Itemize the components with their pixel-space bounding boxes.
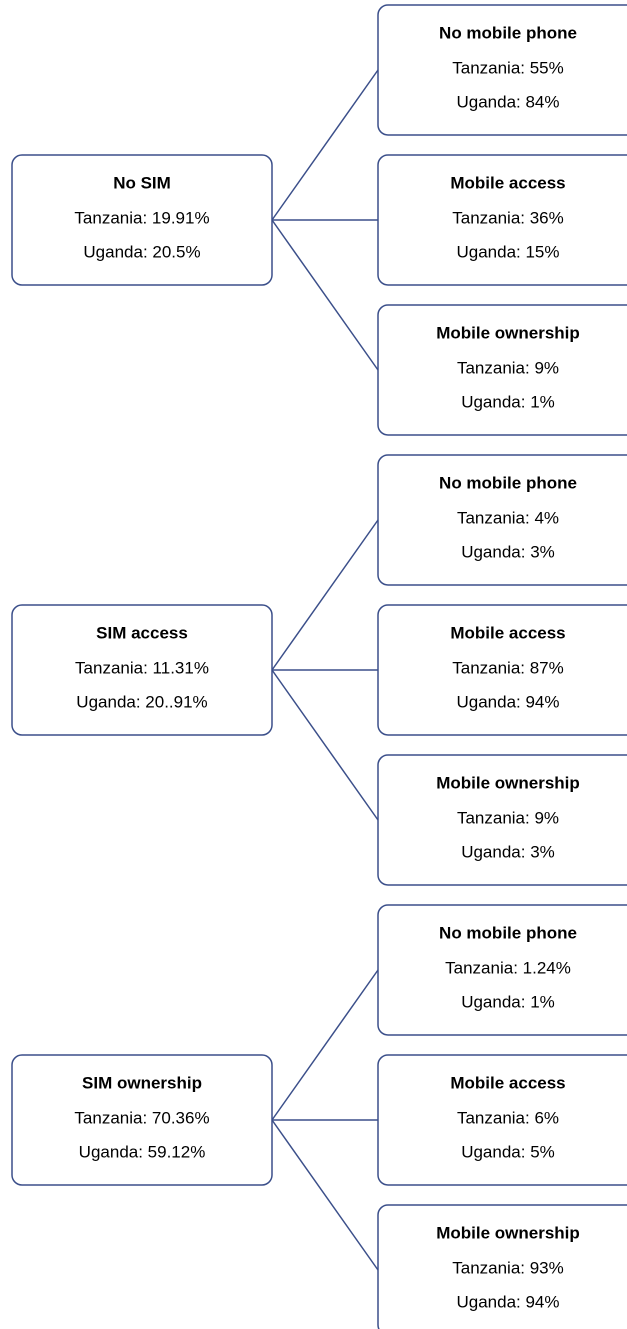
connector bbox=[271, 669, 379, 821]
node-box bbox=[377, 304, 627, 436]
connector bbox=[271, 519, 379, 671]
node-line: Uganda: 94% bbox=[456, 1292, 559, 1311]
node-line: Uganda: 94% bbox=[456, 692, 559, 711]
connector bbox=[271, 219, 379, 371]
node-line: Tanzania: 36% bbox=[452, 208, 564, 227]
node-line: Tanzania: 6% bbox=[457, 1108, 559, 1127]
node-line: Tanzania: 93% bbox=[452, 1258, 564, 1277]
node-title: No mobile phone bbox=[439, 23, 577, 42]
node-box bbox=[377, 904, 627, 1036]
node-title: Mobile ownership bbox=[436, 323, 580, 342]
node-line: Uganda: 20.5% bbox=[83, 242, 200, 261]
connector bbox=[271, 1119, 379, 1271]
node-box bbox=[377, 754, 627, 886]
node-box bbox=[11, 1054, 273, 1186]
node-title: No SIM bbox=[113, 173, 171, 192]
node-line: Uganda: 15% bbox=[456, 242, 559, 261]
node-line: Uganda: 1% bbox=[461, 992, 555, 1011]
node-line: Uganda: 1% bbox=[461, 392, 555, 411]
node-line: Uganda: 5% bbox=[461, 1142, 555, 1161]
node-line: Tanzania: 55% bbox=[452, 58, 564, 77]
node-line: Tanzania: 9% bbox=[457, 358, 559, 377]
node-title: Mobile access bbox=[450, 623, 565, 642]
node-title: Mobile access bbox=[450, 173, 565, 192]
node-box bbox=[377, 154, 627, 286]
node-line: Tanzania: 11.31% bbox=[75, 658, 209, 677]
node-title: No mobile phone bbox=[439, 923, 577, 942]
node-line: Uganda: 20..91% bbox=[76, 692, 207, 711]
node-box bbox=[11, 154, 273, 286]
node-box bbox=[377, 4, 627, 136]
node-title: SIM access bbox=[96, 623, 188, 642]
node-line: Tanzania: 19.91% bbox=[74, 208, 209, 227]
node-box bbox=[377, 604, 627, 736]
node-line: Tanzania: 1.24% bbox=[445, 958, 571, 977]
node-box bbox=[377, 454, 627, 586]
node-line: Uganda: 59.12% bbox=[79, 1142, 206, 1161]
node-title: Mobile ownership bbox=[436, 1223, 580, 1242]
node-title: Mobile access bbox=[450, 1073, 565, 1092]
node-line: Tanzania: 4% bbox=[457, 508, 559, 527]
node-line: Tanzania: 9% bbox=[457, 808, 559, 827]
node-line: Tanzania: 87% bbox=[452, 658, 564, 677]
node-line: Uganda: 84% bbox=[456, 92, 559, 111]
node-line: Uganda: 3% bbox=[461, 542, 555, 561]
node-title: Mobile ownership bbox=[436, 773, 580, 792]
connector bbox=[271, 69, 379, 221]
node-line: Tanzania: 70.36% bbox=[74, 1108, 209, 1127]
node-title: No mobile phone bbox=[439, 473, 577, 492]
node-box bbox=[11, 604, 273, 736]
connector bbox=[271, 969, 379, 1121]
node-title: SIM ownership bbox=[82, 1073, 202, 1092]
node-box bbox=[377, 1204, 627, 1329]
node-box bbox=[377, 1054, 627, 1186]
node-line: Uganda: 3% bbox=[461, 842, 555, 861]
